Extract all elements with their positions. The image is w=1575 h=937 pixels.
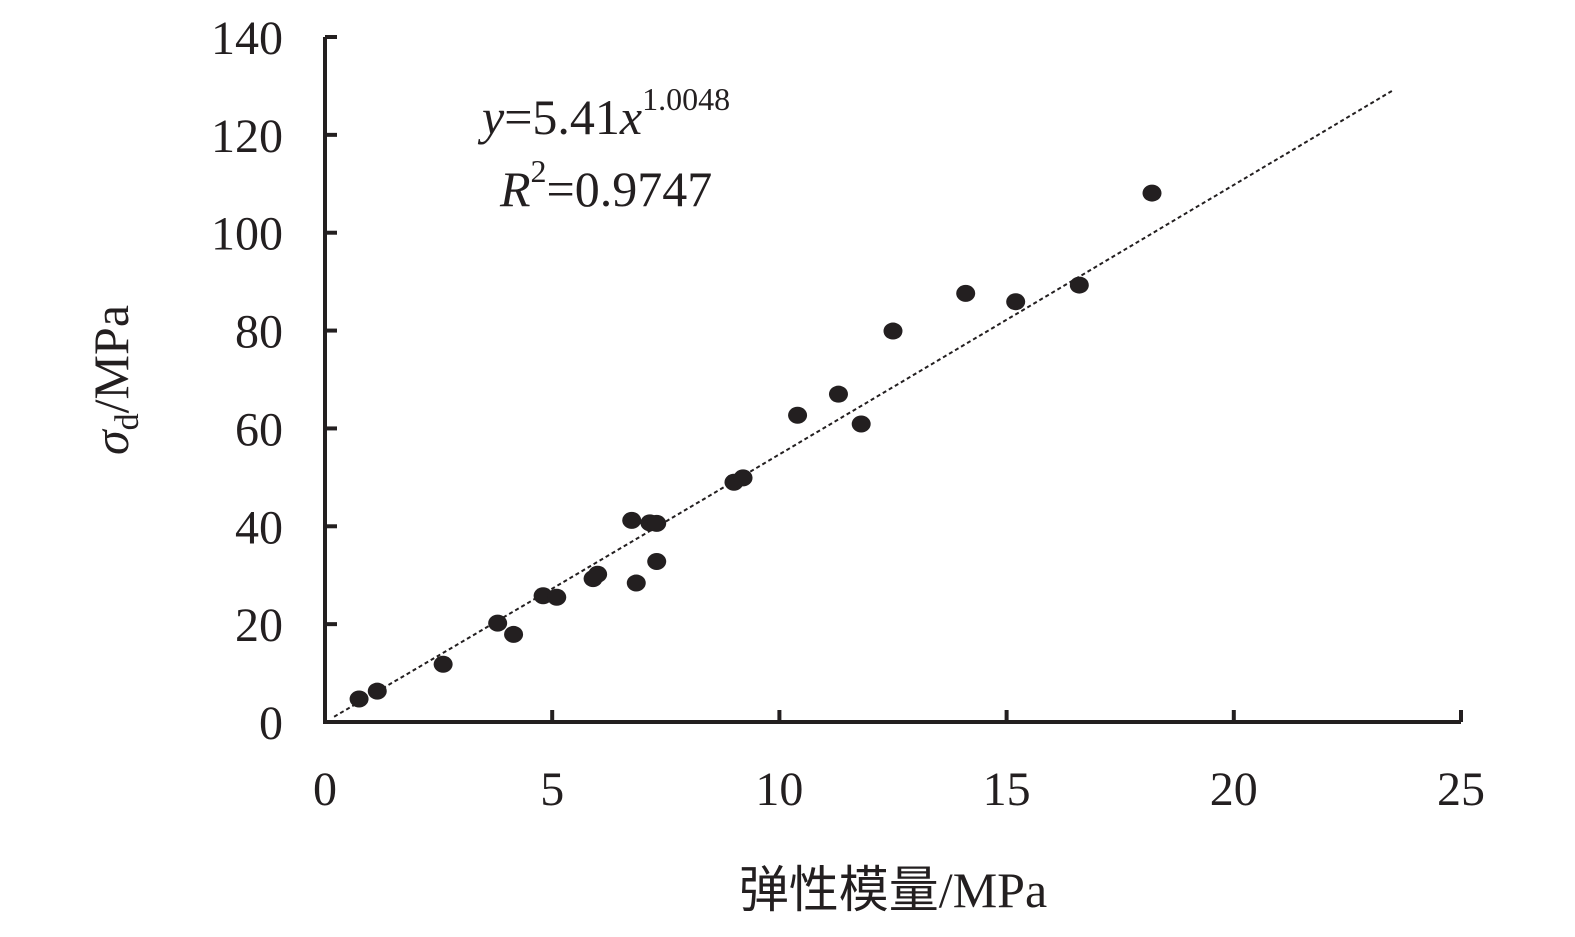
data-point-9: [588, 565, 608, 583]
data-point-10: [622, 511, 642, 529]
equation-rhs: =5.41: [504, 89, 620, 145]
axes: [323, 35, 1463, 724]
data-point-3: [433, 655, 453, 673]
data-point-21: [956, 284, 976, 302]
data-point-1: [349, 690, 369, 708]
data-point-19: [851, 415, 871, 433]
x-tick-label-25: 25: [1437, 763, 1485, 816]
x-tick-label-20: 20: [1210, 763, 1258, 816]
equation-y: y: [477, 89, 505, 145]
x-tick-label-15: 15: [983, 763, 1031, 816]
data-point-20: [883, 322, 903, 340]
y-tick-label-140: 140: [211, 12, 283, 65]
x-tick-label-5: 5: [540, 763, 564, 816]
data-point-11: [626, 574, 646, 592]
y-tick-label-120: 120: [211, 110, 283, 163]
y-axis-unit: /MPa: [83, 305, 139, 413]
data-point-17: [788, 406, 808, 424]
equation-x: x: [619, 89, 642, 145]
data-point-4: [488, 614, 508, 632]
data-point-24: [1142, 184, 1162, 202]
x-tick-label-0: 0: [313, 763, 337, 816]
y-tick-label-20: 20: [235, 599, 283, 652]
y-tick-label-60: 60: [235, 403, 283, 456]
y-axis-symbol: σ: [83, 428, 139, 455]
y-tick-label-0: 0: [259, 697, 283, 750]
data-point-13: [647, 514, 667, 532]
y-tick-label-100: 100: [211, 208, 283, 261]
y-tick-label-40: 40: [235, 501, 283, 554]
trendline: [333, 89, 1394, 718]
equation-exponent: 1.0048: [642, 81, 730, 117]
data-point-22: [1006, 293, 1026, 311]
r2-superscript: 2: [531, 153, 547, 189]
x-tick-label-10: 10: [755, 763, 803, 816]
data-point-2: [367, 682, 387, 700]
x-axis-title: 弹性模量/MPa: [739, 862, 1047, 918]
data-point-14: [647, 553, 667, 571]
data-point-7: [547, 588, 567, 606]
data-point-18: [828, 385, 848, 403]
tick-labels: 0 20 40 60 80 100 120 140 0 5 10 15 20 25: [211, 12, 1485, 816]
trendline-layer: [333, 89, 1394, 718]
data-point-16: [733, 469, 753, 487]
r-squared-annotation: R2=0.9747: [499, 153, 712, 217]
data-point-23: [1069, 276, 1089, 294]
r2-symbol: R: [499, 161, 531, 217]
y-axis-subscript: d: [109, 413, 146, 430]
y-axis-title: σd/MPa: [83, 305, 146, 455]
y-tick-label-80: 80: [235, 306, 283, 359]
r2-value: =0.9747: [547, 161, 713, 217]
data-points: [349, 184, 1162, 708]
equation-annotation: y=5.41x1.0048: [477, 81, 730, 145]
data-point-5: [504, 625, 524, 643]
